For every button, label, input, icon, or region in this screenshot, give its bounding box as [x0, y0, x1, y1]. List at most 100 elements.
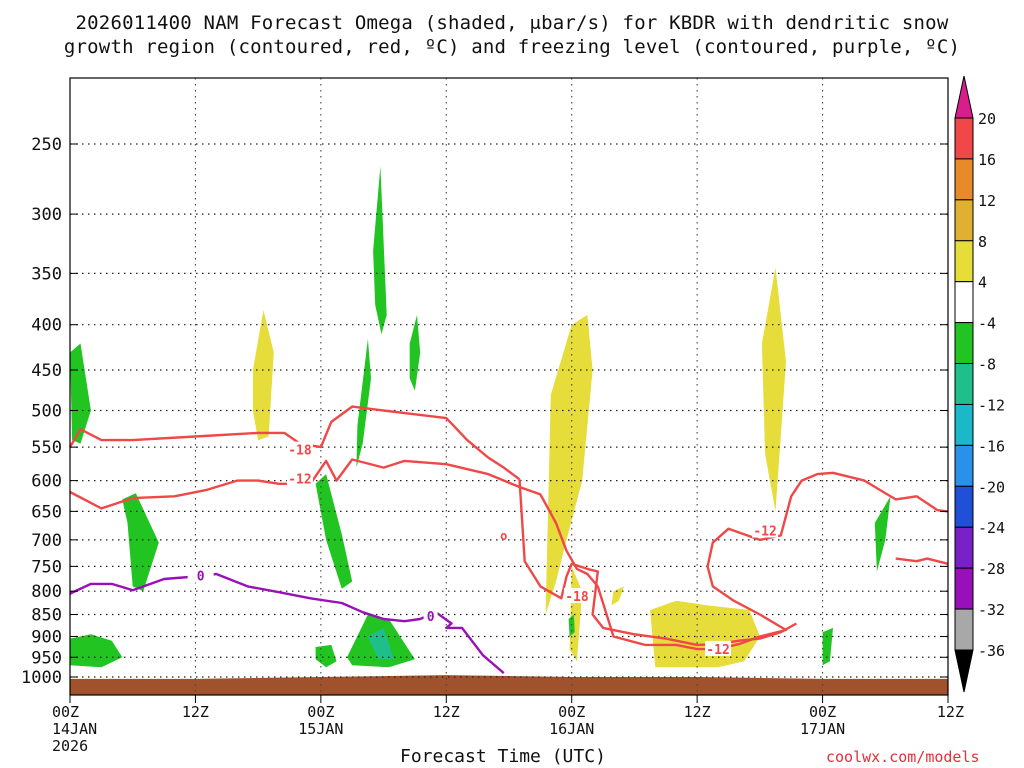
- colorbar-label-8: -16: [978, 437, 1005, 455]
- plot-frame: [69, 77, 949, 696]
- y-tick-label-800: 800: [31, 582, 62, 602]
- x-tick-label-48-0: 00Z: [558, 703, 585, 721]
- omega-region-yellow-14: [650, 600, 760, 668]
- colorbar-swatch-0: [954, 117, 974, 160]
- colorbar-bottom-arrow: [954, 649, 974, 693]
- source-credit: coolwx.com/models: [826, 748, 980, 766]
- colorbar-label-4: 4: [978, 274, 987, 292]
- y-tick-label-300: 300: [31, 205, 62, 225]
- omega-region-yellow-12: [569, 566, 583, 662]
- colorbar-swatch-9: [954, 485, 974, 528]
- x-tick-label-84-0: 12Z: [937, 703, 964, 721]
- omega-region-green-8: [315, 644, 337, 668]
- colorbar-label-6: -8: [978, 356, 996, 374]
- y-tick-label-950: 950: [31, 648, 62, 668]
- contour-label-bg-zero-2: [423, 609, 438, 624]
- colorbar: 20 16 12 8 4 -4 -8 -12 -16 -20 -24 -28 -32 -36: [954, 75, 1005, 693]
- colorbar-swatch-8: [954, 444, 974, 487]
- omega-region-green-3: [315, 474, 353, 589]
- contour-label-minus-18-upper: -18: [288, 444, 312, 459]
- y-tick-label-450: 450: [31, 361, 62, 381]
- omega-region-green-17: [822, 627, 833, 666]
- y-tick-label-550: 550: [31, 438, 62, 458]
- x-tick-label-24-1: 15JAN: [298, 720, 343, 738]
- colorbar-label-12: -32: [978, 601, 1005, 619]
- colorbar-top-arrow: [954, 75, 974, 119]
- colorbar-swatch-5: [954, 322, 974, 365]
- x-tick-label-36-0: 12Z: [433, 703, 460, 721]
- contour-minus-12-upper: [69, 458, 599, 588]
- chart-title: 2026011400 NAM Forecast Omega (shaded, μ…: [75, 12, 949, 34]
- colorbar-label-10: -24: [978, 519, 1005, 537]
- y-tick-label-850: 850: [31, 606, 62, 626]
- omega-region-green-18: [874, 496, 891, 572]
- ground-layer: [70, 675, 948, 695]
- y-tick-label-750: 750: [31, 557, 62, 577]
- omega-region-green-6: [409, 315, 421, 391]
- contour-label-bg-minus-18-lower: [563, 587, 590, 603]
- omega-region-green-5: [373, 166, 387, 335]
- y-tick-label-500: 500: [31, 402, 62, 422]
- omega-region-green-0: [70, 343, 91, 444]
- x-tick-label-60-0: 12Z: [684, 703, 711, 721]
- y-tick-label-900: 900: [31, 627, 62, 647]
- colorbar-label-13: -36: [978, 642, 1005, 660]
- colorbar-swatch-6: [954, 363, 974, 405]
- colorbar-swatch-4: [954, 281, 974, 324]
- colorbar-swatch-1: [954, 158, 974, 201]
- omega-region-green-1: [122, 493, 159, 592]
- omega-shading-layer: [70, 166, 891, 668]
- y-tick-label-1000: 1000: [21, 668, 62, 688]
- x-tick-label-72-1: 17JAN: [800, 720, 845, 738]
- colorbar-swatch-2: [954, 199, 974, 242]
- contour-minus-18-lower: [518, 479, 797, 647]
- contour-label-minus-18-lower: -18: [565, 590, 589, 605]
- contour-label-bg-minus-18-upper: [286, 441, 313, 457]
- y-tick-label-250: 250: [31, 135, 62, 155]
- contour-layer: -18 -12 -18 -12 -12 0 0 o: [68, 405, 949, 675]
- y-tick-label-350: 350: [31, 264, 62, 284]
- contour-label-bg-minus-12-tail: [752, 522, 779, 538]
- contour-label-minus-12-lower: -12: [706, 643, 729, 658]
- x-tick-label-72-0: 00Z: [809, 703, 836, 721]
- omega-region-green-4: [356, 338, 371, 468]
- y-tick-label-600: 600: [31, 472, 62, 492]
- axes-layer: 2503003504004505005506006507007508008509…: [21, 77, 964, 755]
- omega-region-green-7: [70, 634, 123, 668]
- colorbar-swatch-11: [954, 567, 974, 610]
- x-tick-label-12-0: 12Z: [182, 703, 209, 721]
- colorbar-swatch-3: [954, 240, 974, 283]
- contour-label-minus-12-upper: -12: [288, 472, 311, 487]
- x-tick-label-0-0: 00Z: [52, 703, 79, 721]
- colorbar-label-2: 12: [978, 192, 996, 210]
- contour-minus-18-upper: [68, 405, 521, 481]
- x-axis-label: Forecast Time (UTC): [400, 746, 606, 767]
- omega-region-teal-10: [367, 627, 394, 660]
- contour-label-bg-minus-12-upper: [286, 470, 313, 486]
- contour-label-bg-minus-12-lower: [705, 640, 732, 656]
- colorbar-label-1: 16: [978, 151, 996, 169]
- chart-subtitle: growth region (contoured, red, ºC) and f…: [63, 36, 961, 58]
- colorbar-label-7: -12: [978, 396, 1005, 414]
- x-tick-label-24-0: 00Z: [307, 703, 334, 721]
- omega-region-yellow-15: [761, 267, 786, 512]
- contour-label-minus-12-tail: -12: [753, 525, 776, 540]
- contour-label-zero-freezing: 0: [197, 570, 205, 585]
- colorbar-swatch-10: [954, 526, 974, 569]
- x-tick-label-0-1: 14JAN: [52, 720, 97, 738]
- omega-region-yellow-2: [252, 310, 274, 441]
- x-tick-label-48-1: 16JAN: [549, 720, 594, 738]
- contour-zero-freezing: [69, 572, 505, 675]
- y-tick-label-650: 650: [31, 502, 62, 522]
- colorbar-label-9: -20: [978, 478, 1005, 496]
- omega-region-yellow-13: [611, 586, 624, 606]
- colorbar-label-0: 20: [978, 110, 996, 128]
- colorbar-label-3: 8: [978, 233, 987, 251]
- colorbar-label-11: -28: [978, 560, 1005, 578]
- colorbar-swatch-12: [954, 608, 974, 651]
- contour-minus-12-lower: [596, 471, 949, 651]
- y-tick-label-400: 400: [31, 316, 62, 336]
- contour-label-bg-zero-freezing: [187, 567, 214, 583]
- contour-minus-12-tail: [895, 557, 949, 565]
